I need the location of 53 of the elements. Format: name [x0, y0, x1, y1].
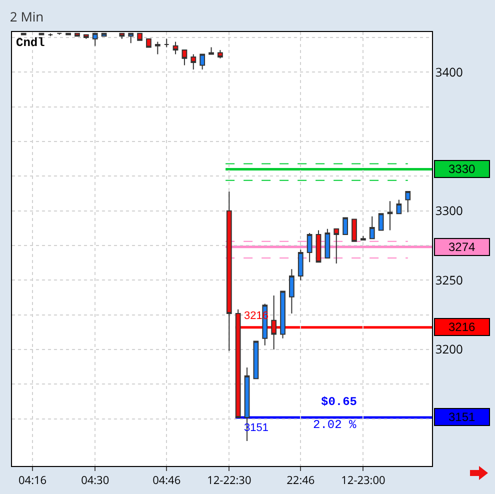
candlestick	[342, 217, 348, 235]
candlestick	[182, 50, 188, 66]
candlestick	[289, 268, 294, 314]
candlestick	[306, 232, 312, 263]
x-tick-label: 04:30	[81, 473, 110, 488]
candlestick	[387, 200, 393, 231]
candlestick	[92, 32, 98, 46]
candlestick	[190, 54, 196, 70]
candlestick	[137, 32, 142, 41]
candlestick	[119, 32, 125, 40]
candlestick	[298, 249, 304, 281]
candlestick	[324, 228, 330, 259]
annotation: 2.02 %	[313, 418, 358, 432]
candlestick	[316, 230, 322, 263]
ref-line-label: 3330	[448, 162, 476, 176]
candlestick	[271, 294, 277, 350]
candlestick	[396, 199, 402, 214]
candlestick	[235, 308, 241, 418]
y-tick-label: 3250	[435, 271, 463, 288]
candlestick	[154, 41, 160, 55]
ref-line-label: 3151	[448, 410, 476, 424]
candlestick	[378, 213, 384, 231]
y-tick-label: 3200	[435, 340, 463, 358]
candlestick	[20, 32, 26, 36]
candlestick	[334, 228, 340, 264]
candlestick	[208, 46, 214, 55]
candlestick	[369, 216, 375, 240]
candlestick	[128, 32, 134, 44]
candlestick	[253, 340, 259, 380]
x-tick-label: 22:46	[286, 473, 315, 488]
x-tick-label: 04:16	[18, 473, 47, 488]
x-tick-label: 12-23:00	[341, 473, 386, 488]
candlestick	[164, 38, 170, 48]
candlestick	[280, 290, 286, 339]
chart-title: 2 Min	[10, 7, 44, 26]
ref-line-label: 3274	[448, 240, 476, 254]
candlestick	[146, 38, 152, 48]
candlestick	[56, 32, 62, 36]
candlestick	[352, 218, 357, 242]
x-tick-label: 04:46	[152, 473, 181, 488]
candlestick	[405, 190, 411, 213]
candlestick	[172, 41, 178, 55]
y-tick-label: 3400	[435, 63, 463, 80]
annotation: $0.65	[321, 395, 358, 409]
annotation: Cndl	[16, 36, 45, 50]
candlestick	[218, 50, 223, 59]
x-tick-label: 12-22:30	[207, 473, 252, 488]
candlestick	[48, 32, 54, 37]
candlestick	[83, 34, 89, 40]
y-tick-label: 3300	[435, 202, 463, 220]
candlestick	[200, 54, 206, 70]
candlestick	[74, 32, 80, 37]
ref-line-label: 3216	[448, 320, 476, 334]
